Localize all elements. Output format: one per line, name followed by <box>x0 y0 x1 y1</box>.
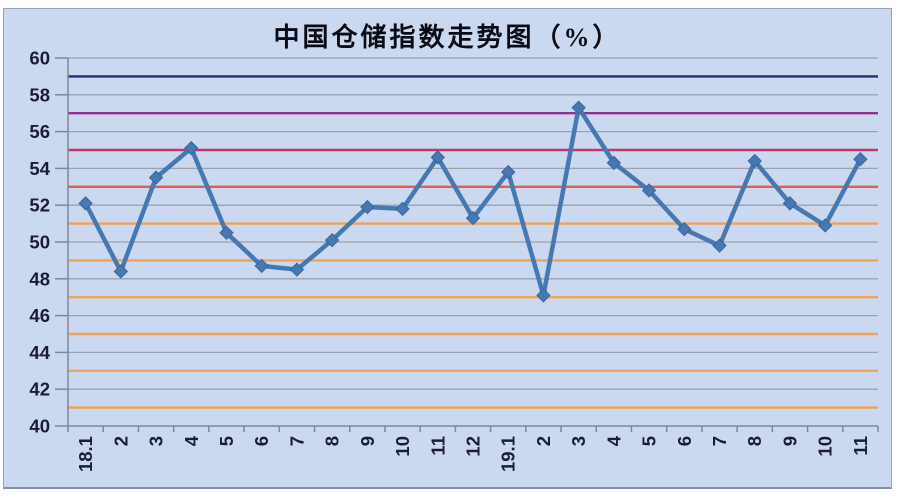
y-tick-label: 52 <box>29 195 50 216</box>
x-tick-label: 12 <box>463 436 484 457</box>
x-tick-label: 3 <box>146 436 167 446</box>
index-line <box>83 105 863 298</box>
data-point-marker <box>430 150 445 165</box>
data-point-marker <box>148 170 164 185</box>
data-point-marker <box>536 288 551 303</box>
warehousing-index-chart: 中国仓储指数走势图（%） 60 58 56 54 52 50 48 46 44 42 40 18.1 2… <box>3 8 892 489</box>
x-tick-label: 11 <box>850 436 871 456</box>
data-point-marker <box>853 151 868 167</box>
x-tick-label: 6 <box>674 436 695 446</box>
x-tick-label: 10 <box>392 436 413 457</box>
x-tick-label: 19.1 <box>498 436 519 472</box>
chart-title: 中国仓储指数走势图（%） <box>273 23 622 52</box>
data-point-marker <box>254 258 269 274</box>
data-point-marker <box>219 225 234 241</box>
data-point-marker <box>641 183 657 198</box>
data-point-marker <box>113 264 129 279</box>
data-point-marker <box>184 140 199 156</box>
y-tick-label: 44 <box>29 342 50 363</box>
x-tick-label: 9 <box>779 436 800 446</box>
data-point-marker <box>395 201 410 217</box>
x-tick-label: 4 <box>181 435 202 446</box>
x-tick-label: 2 <box>110 436 131 446</box>
y-tick-label: 58 <box>29 84 50 105</box>
y-tick-label: 40 <box>29 416 50 437</box>
x-tick-label: 10 <box>815 436 836 457</box>
data-point-marker <box>501 164 516 180</box>
data-point-marker <box>289 262 305 277</box>
x-tick-label: 5 <box>216 436 237 446</box>
x-tick-label: 4 <box>603 435 624 446</box>
x-tick-label: 8 <box>744 436 765 446</box>
data-point-marker <box>465 210 481 226</box>
data-point-marker <box>712 238 727 253</box>
y-tick-label: 50 <box>29 232 50 253</box>
y-tick-label: 60 <box>29 48 50 69</box>
x-tick-label: 3 <box>568 436 589 446</box>
data-point-marker <box>78 196 93 211</box>
y-tick-label: 46 <box>29 305 50 326</box>
x-tick-label: 7 <box>709 436 730 446</box>
x-tick-label: 11 <box>427 436 448 456</box>
y-tick-label: 54 <box>29 158 50 179</box>
y-tick-label: 48 <box>29 268 50 289</box>
x-tick-label: 9 <box>357 436 378 446</box>
x-tick-label: 5 <box>639 436 660 446</box>
y-tick-label: 56 <box>29 121 50 142</box>
data-point-marker <box>360 199 375 215</box>
x-tick-label: 2 <box>533 436 554 446</box>
x-tick-label: 7 <box>286 436 307 446</box>
data-point-marker <box>817 218 833 233</box>
data-point-marker <box>677 221 692 237</box>
x-tick-label: 18.1 <box>75 436 96 472</box>
data-point-marker <box>747 153 762 169</box>
x-tick-label: 6 <box>251 436 272 446</box>
data-point-marker <box>606 155 622 171</box>
x-tick-label: 8 <box>322 436 343 446</box>
data-point-marker <box>571 100 586 115</box>
y-tick-label: 42 <box>29 379 50 400</box>
data-point-marker <box>324 232 340 248</box>
data-point-marker <box>782 196 798 211</box>
